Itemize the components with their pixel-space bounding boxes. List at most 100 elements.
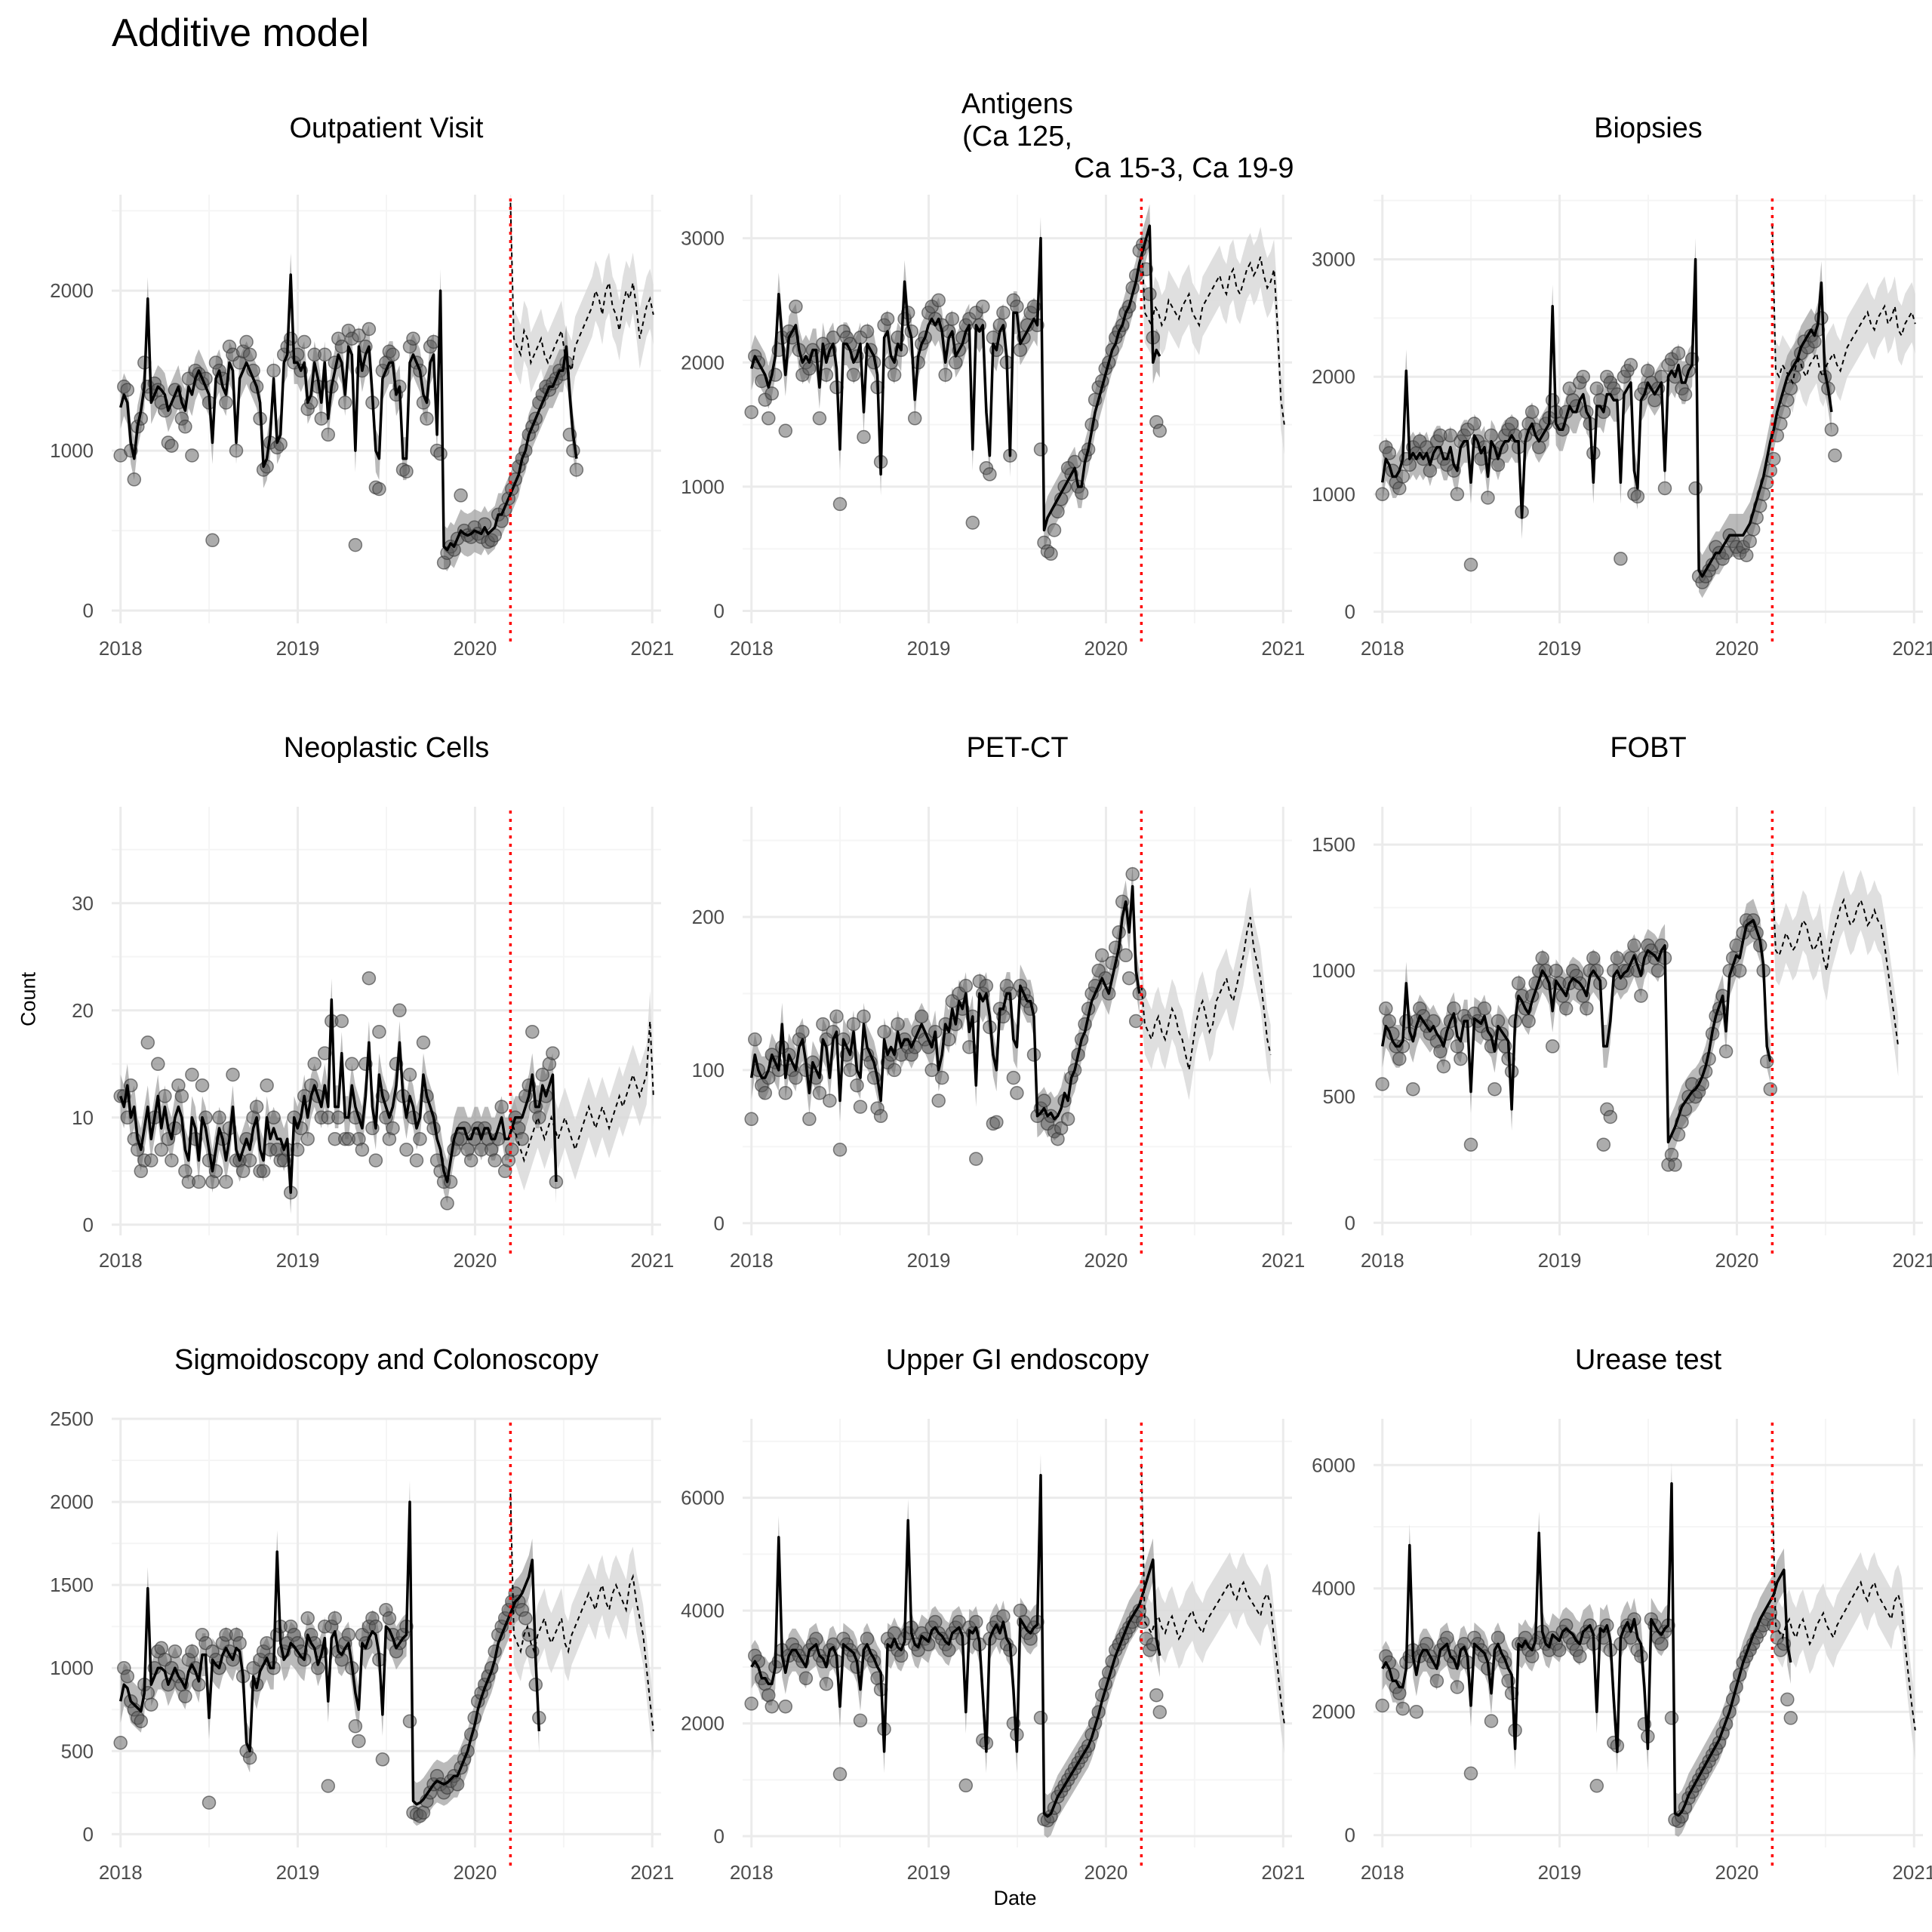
observed-point [1549,963,1563,978]
observed-point [1006,1070,1021,1085]
observed-point [958,979,974,993]
observed-point [1436,1059,1451,1074]
observed-point [1152,423,1168,438]
observed-point [1586,951,1601,965]
y-tick-label: 2000 [50,279,94,302]
observed-point [996,306,1011,320]
observed-point [406,331,420,346]
x-tick-label: 2018 [730,637,774,660]
observed-point [1627,938,1641,953]
observed-point [1149,1687,1164,1703]
fitted-line [119,998,558,1194]
observed-point [165,1153,179,1168]
observed-point [260,1078,274,1093]
observed-point [965,515,980,530]
observed-point [1395,1701,1411,1716]
counterfactual-band [510,991,654,1191]
observed-point [829,1009,844,1024]
x-tick-label: 2021 [630,637,674,660]
observed-point [1718,1044,1734,1059]
facet-panel-6: 2018 2019 2020 2021 0 500 1000 1500 FOBT [1312,732,1932,1272]
observed-point [174,1089,189,1103]
x-tick-label: 2018 [730,1249,774,1272]
observed-point [1580,1001,1594,1016]
observed-point [416,1805,431,1820]
x-tick-label: 2021 [630,1249,674,1272]
observed-point [846,368,861,382]
x-tick-label: 2018 [1361,1861,1404,1884]
observed-point [744,1697,758,1711]
y-tick-label: 6000 [1312,1454,1355,1476]
observed-point [761,411,776,426]
observed-point [1454,1051,1468,1066]
observed-point [1463,1137,1478,1152]
observed-point [1440,1630,1454,1645]
y-tick-label: 500 [61,1740,94,1762]
counterfactual-line [509,202,654,374]
observed-point [1033,442,1048,457]
counterfactual-band [1141,887,1271,1100]
observed-point [1828,448,1842,463]
observed-point [812,411,827,426]
observed-point [887,1063,902,1078]
y-tick-label: 4000 [681,1599,724,1622]
x-tick-label: 2019 [1538,1249,1582,1272]
observed-point [386,347,400,362]
observed-point [843,1063,857,1078]
observed-point [368,1153,383,1168]
observed-point [1010,1086,1024,1100]
observed-point [1392,481,1407,496]
x-tick-label: 2018 [99,1861,143,1884]
observed-point [361,971,377,986]
facet-panel-1: 2018 2019 2020 2021 0 1000 2000 Outpatient Visi… [50,112,674,660]
x-tick-label: 2020 [1715,637,1758,660]
observed-point [546,1046,560,1060]
observed-point [297,334,312,349]
y-tick-label: 10 [72,1106,94,1129]
y-tick-label: 6000 [681,1487,724,1509]
x-tick-label: 2018 [1361,1249,1404,1272]
observed-point [1603,1109,1618,1124]
observed-point [1524,1649,1540,1663]
observed-point [877,1024,891,1039]
observed-point [399,1143,414,1157]
observed-point [1037,1094,1051,1108]
observed-point [1094,948,1109,963]
observed-point [300,1131,315,1146]
observed-point [1664,1711,1679,1725]
observed-point [945,312,960,326]
counterfactual-band [1772,1460,1915,1761]
observed-point [1630,489,1645,504]
observed-point [1382,1014,1397,1029]
y-tick-label: 0 [714,600,724,623]
observed-point [1463,557,1478,572]
x-tick-label: 2019 [1538,1861,1582,1884]
observed-point [195,1078,210,1093]
observed-point [931,293,946,308]
observed-point [256,1164,271,1179]
observed-point [348,1719,363,1734]
observed-point [1481,491,1495,505]
observed-point [819,1677,834,1691]
counterfactual-band [1141,1434,1284,1754]
observed-point [1450,1680,1465,1694]
observed-point [931,1094,946,1108]
y-tick-label: 0 [83,1214,94,1236]
observed-point [144,1153,158,1168]
facet-panel-4: 2018 2019 2020 2021 0 10 20 30 Neoplastic Cells [72,732,674,1272]
x-tick-label: 2019 [276,637,320,660]
observed-point [812,1086,827,1100]
observed-point [120,1669,135,1684]
counterfactual-band [1141,208,1284,455]
observed-point [165,438,179,453]
observed-point [1589,381,1604,396]
x-tick-label: 2019 [276,1861,320,1884]
observed-point [1484,428,1499,443]
facet-panel-2: 2018 2019 2020 2021 0 1000 2000 3000 Antigens(Ca… [681,88,1305,660]
observed-point [1545,1039,1560,1054]
y-tick-label: 1000 [681,475,724,498]
observed-point [290,1143,305,1157]
observed-point [873,1109,888,1124]
observed-point [1420,1637,1434,1651]
observed-point [450,1777,465,1792]
